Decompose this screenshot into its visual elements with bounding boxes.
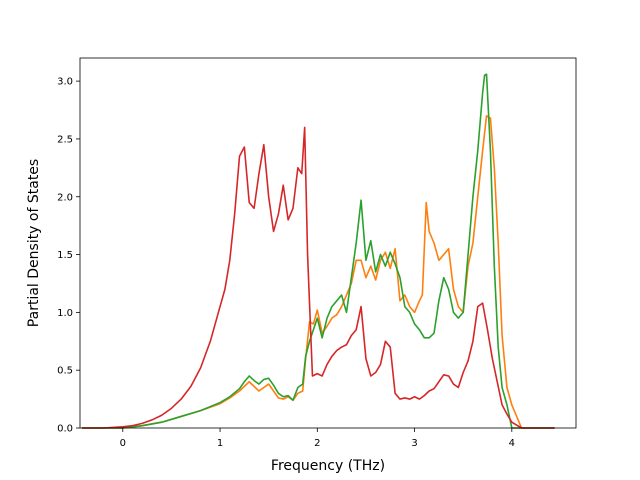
series-line-1 xyxy=(81,115,555,429)
x-axis-label: Frequency (THz) xyxy=(271,458,385,474)
y-tick-label: 1.0 xyxy=(57,308,73,319)
plot-area xyxy=(80,58,576,428)
y-tick-label: 0.0 xyxy=(57,424,73,435)
x-tick-label: 4 xyxy=(509,438,515,449)
x-tick-label: 1 xyxy=(217,438,223,449)
series-line-3 xyxy=(81,126,555,429)
y-tick-label: 2.5 xyxy=(57,134,73,145)
plot-frame xyxy=(79,57,577,429)
y-tick-label: 1.5 xyxy=(57,250,73,261)
series-layer xyxy=(81,73,555,429)
y-axis: 0.0 0.5 1.0 1.5 2.0 2.5 3.0 xyxy=(57,77,80,435)
y-tick-label: 3.0 xyxy=(57,77,73,88)
x-tick-label: 3 xyxy=(411,438,417,449)
y-tick-label: 0.5 xyxy=(57,366,73,377)
series-line-2 xyxy=(81,73,555,429)
y-tick-label: 2.0 xyxy=(57,192,73,203)
x-axis: 0 1 2 3 4 xyxy=(120,428,515,449)
y-axis-label: Partial Density of States xyxy=(26,159,42,327)
x-tick-label: 0 xyxy=(120,438,126,449)
x-tick-label: 2 xyxy=(314,438,320,449)
